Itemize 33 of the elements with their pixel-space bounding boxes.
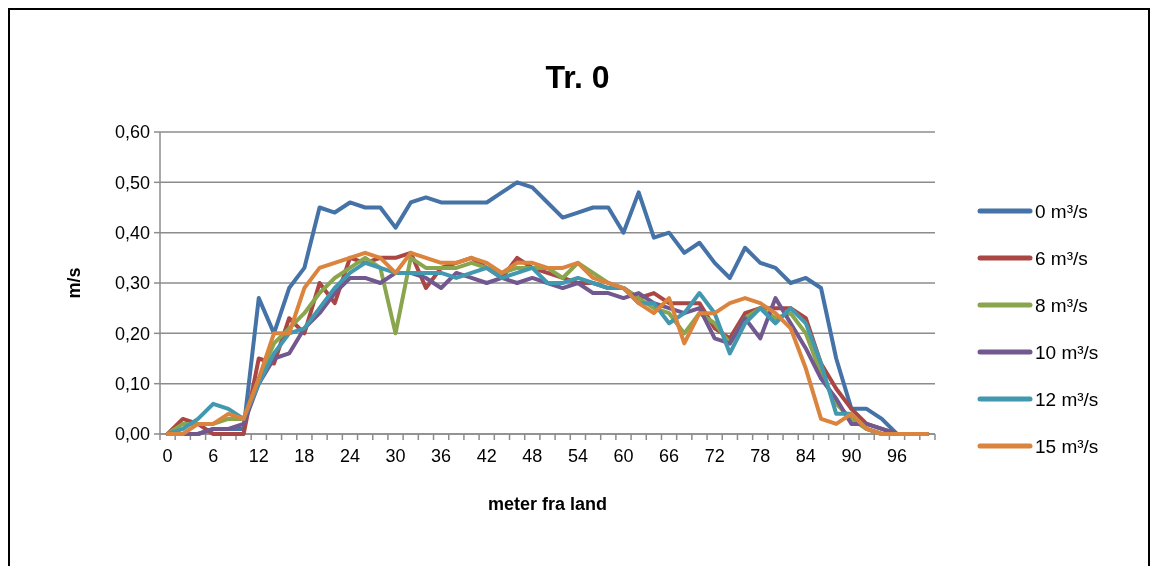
legend-label: 10 m³/s	[1035, 341, 1099, 363]
x-axis-title: meter fra land	[487, 494, 608, 514]
y-tick-label: 0,20	[114, 323, 150, 344]
x-tick-label: 84	[795, 446, 816, 466]
x-tick-label: 60	[613, 446, 634, 466]
chart-title: Tr. 0	[545, 59, 610, 95]
x-tick-label: 78	[750, 446, 771, 466]
x-tick-label: 66	[659, 446, 680, 466]
y-tick-label: 0,10	[114, 373, 150, 394]
y-axis-title: m/s	[64, 267, 84, 299]
legend-label: 8 m³/s	[1035, 294, 1088, 316]
x-tick-label: 54	[567, 446, 588, 466]
x-tick-label: 72	[704, 446, 725, 466]
x-tick-label: 18	[294, 446, 315, 466]
y-tick-label: 0,60	[114, 122, 150, 143]
x-tick-label: 90	[841, 446, 862, 466]
x-tick-label: 96	[886, 446, 908, 466]
x-tick-label: 12	[248, 446, 269, 466]
x-tick-label: 6	[208, 446, 219, 466]
legend-label: 15 m³/s	[1035, 435, 1099, 457]
legend-label: 12 m³/s	[1035, 388, 1099, 410]
y-tick-label: 0,00	[114, 424, 150, 445]
x-tick-label: 30	[385, 446, 406, 466]
y-tick-label: 0,30	[114, 273, 150, 294]
y-tick-label: 0,50	[114, 172, 150, 193]
x-tick-label: 0	[162, 446, 173, 466]
legend-label: 6 m³/s	[1035, 247, 1088, 269]
x-tick-label: 36	[431, 446, 452, 466]
y-tick-label: 0,40	[114, 222, 150, 243]
legend-label: 0 m³/s	[1035, 200, 1088, 222]
x-tick-label: 24	[339, 446, 360, 466]
x-tick-label: 42	[476, 446, 497, 466]
x-tick-label: 48	[522, 446, 543, 466]
